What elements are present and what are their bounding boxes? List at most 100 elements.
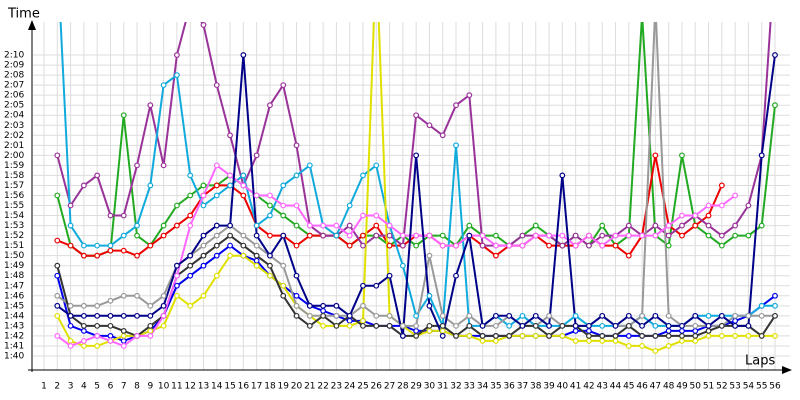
data-point xyxy=(718,333,725,339)
data-point xyxy=(174,222,180,229)
data-point xyxy=(54,312,61,319)
y-tick-label: 2:01 xyxy=(4,141,24,151)
data-point xyxy=(652,152,659,159)
data-point xyxy=(213,252,220,259)
y-tick-label: 2:05 xyxy=(4,101,24,111)
data-point xyxy=(772,102,778,109)
x-tick-label: 42 xyxy=(583,382,594,392)
data-point xyxy=(532,322,539,329)
data-point xyxy=(280,182,287,189)
data-point xyxy=(479,232,486,239)
x-tick-label: 56 xyxy=(769,382,781,392)
data-point xyxy=(320,307,327,314)
data-point xyxy=(479,338,486,344)
data-point xyxy=(94,252,101,259)
data-point xyxy=(293,222,300,229)
data-point xyxy=(612,338,619,344)
x-tick-label: 32 xyxy=(450,382,461,392)
data-point xyxy=(240,252,247,259)
data-point xyxy=(439,327,446,334)
data-point xyxy=(54,302,61,309)
data-point xyxy=(267,232,273,239)
data-point xyxy=(320,322,327,329)
data-point xyxy=(772,292,778,299)
data-point xyxy=(80,327,87,334)
data-point xyxy=(147,322,154,329)
data-point xyxy=(640,13,645,18)
data-point xyxy=(280,82,287,89)
x-tick-label: 17 xyxy=(251,382,262,392)
data-point xyxy=(652,333,659,339)
data-point xyxy=(227,222,233,229)
data-point xyxy=(692,312,699,319)
data-point xyxy=(718,322,725,329)
data-point xyxy=(67,222,74,229)
data-point xyxy=(54,292,61,299)
data-point xyxy=(386,222,393,229)
data-point xyxy=(107,322,114,329)
data-point xyxy=(94,312,101,319)
data-point xyxy=(346,232,353,239)
x-tick-label: 46 xyxy=(636,382,648,392)
data-point xyxy=(134,232,140,239)
data-point xyxy=(439,322,446,329)
data-point xyxy=(306,322,313,329)
y-tick-label: 2:10 xyxy=(4,51,24,61)
data-point xyxy=(360,322,366,329)
data-point xyxy=(373,232,380,239)
data-point xyxy=(546,333,552,339)
data-point xyxy=(280,292,287,299)
data-point xyxy=(479,322,486,329)
data-point xyxy=(54,237,61,244)
data-point xyxy=(147,333,154,339)
data-point xyxy=(692,338,699,344)
data-point xyxy=(692,327,699,334)
data-point xyxy=(67,312,74,319)
x-tick-label: 24 xyxy=(344,382,356,392)
data-point xyxy=(679,333,685,339)
data-point xyxy=(745,202,752,209)
data-point xyxy=(386,312,393,319)
data-point xyxy=(67,343,74,349)
y-tick-label: 2:03 xyxy=(4,121,24,131)
data-point xyxy=(333,322,340,329)
x-tick-label: 47 xyxy=(650,382,661,392)
x-tick-label: 20 xyxy=(291,382,303,392)
data-point xyxy=(625,333,632,339)
y-tick-label: 1:46 xyxy=(4,291,24,301)
data-point xyxy=(386,232,393,239)
data-point xyxy=(718,242,725,249)
data-point xyxy=(174,262,180,269)
data-point xyxy=(360,317,366,324)
data-point xyxy=(174,52,180,58)
data-point xyxy=(213,272,220,279)
data-point xyxy=(679,338,685,344)
data-point xyxy=(253,152,260,159)
x-tick-label: 21 xyxy=(304,382,315,392)
data-point xyxy=(306,302,313,309)
x-tick-label: 30 xyxy=(424,382,436,392)
data-point xyxy=(532,222,539,229)
data-point xyxy=(360,212,366,219)
y-tick-label: 2:08 xyxy=(4,71,24,81)
data-point xyxy=(134,162,140,169)
data-point xyxy=(705,333,712,339)
x-tick-label: 8 xyxy=(134,382,140,392)
data-point xyxy=(586,322,592,329)
data-point xyxy=(54,262,61,269)
data-point xyxy=(665,322,672,329)
x-tick-label: 7 xyxy=(121,382,127,392)
y-tick-label: 1:58 xyxy=(4,171,24,181)
data-point xyxy=(240,52,247,58)
data-point xyxy=(94,322,101,329)
y-tick-label: 1:53 xyxy=(4,221,24,231)
y-tick-label: 2:09 xyxy=(4,61,24,71)
data-point xyxy=(160,312,167,319)
data-point xyxy=(758,302,765,309)
data-point xyxy=(413,322,420,329)
x-tick-label: 49 xyxy=(676,382,688,392)
x-tick-label: 39 xyxy=(543,382,555,392)
data-point xyxy=(253,242,260,249)
data-point xyxy=(253,222,260,229)
